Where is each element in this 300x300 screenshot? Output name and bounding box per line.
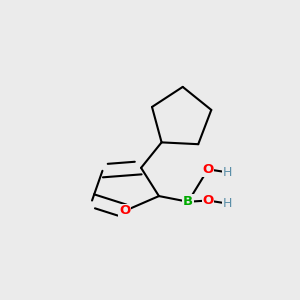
Text: O: O: [202, 194, 214, 207]
Text: H: H: [223, 166, 232, 179]
Text: B: B: [183, 195, 193, 208]
Text: H: H: [223, 197, 232, 210]
Text: O: O: [202, 163, 214, 176]
Text: O: O: [119, 204, 130, 218]
